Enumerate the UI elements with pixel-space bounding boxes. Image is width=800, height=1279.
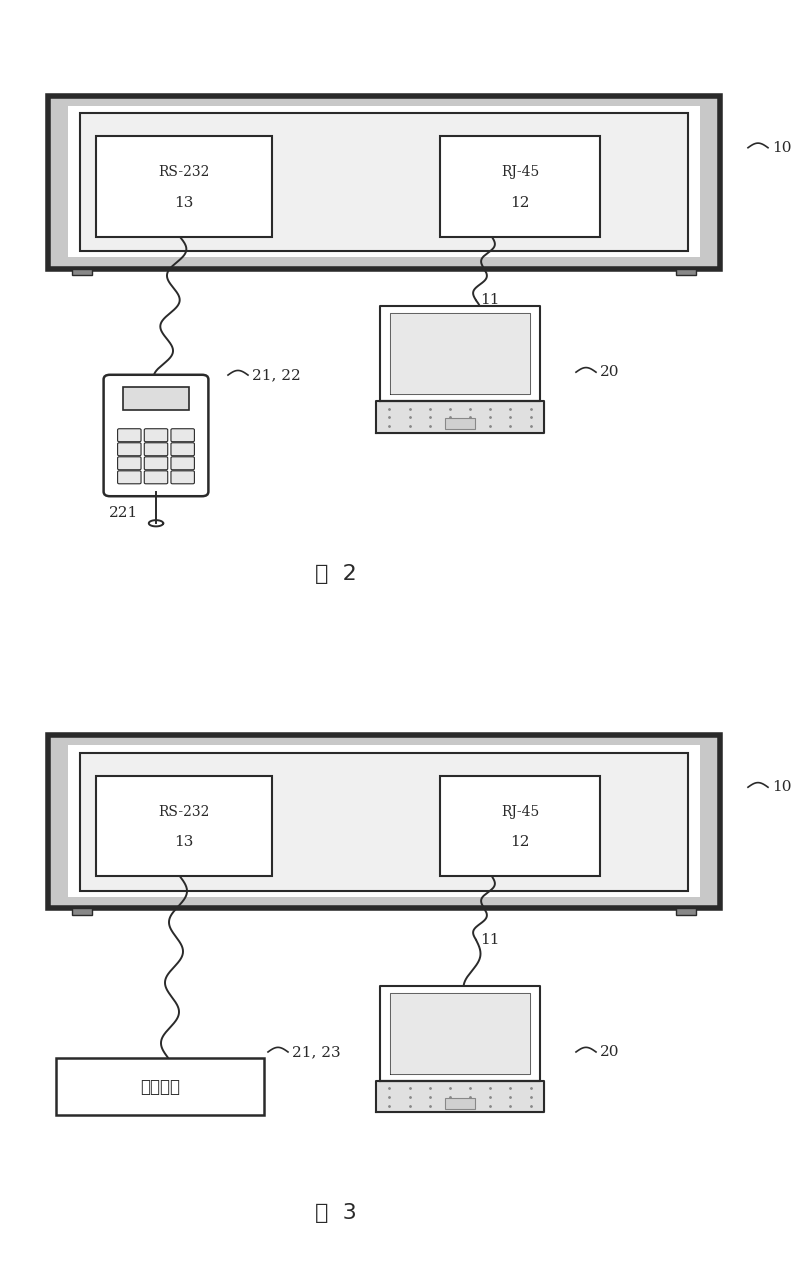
Text: 21, 23: 21, 23 (292, 1045, 341, 1059)
Text: RJ-45: RJ-45 (501, 804, 539, 819)
Bar (445, 418, 475, 428)
FancyBboxPatch shape (118, 457, 141, 469)
FancyBboxPatch shape (118, 443, 141, 455)
Polygon shape (390, 993, 530, 1074)
Text: 输出装置: 输出装置 (140, 1077, 180, 1096)
Bar (72, 908, 92, 914)
Bar (96, 137, 272, 237)
Text: 10: 10 (772, 141, 791, 155)
Text: RS-232: RS-232 (158, 804, 210, 819)
Bar (80, 113, 688, 251)
FancyBboxPatch shape (144, 443, 168, 455)
Polygon shape (376, 1081, 544, 1113)
Text: 图  2: 图 2 (315, 564, 357, 583)
Text: RS-232: RS-232 (158, 165, 210, 179)
Text: 20: 20 (600, 1045, 619, 1059)
FancyBboxPatch shape (144, 428, 168, 441)
Bar (445, 1097, 475, 1109)
Polygon shape (390, 313, 530, 394)
Bar (56, 1058, 264, 1115)
Bar (48, 735, 720, 908)
Bar (440, 137, 600, 237)
FancyBboxPatch shape (171, 443, 194, 455)
Bar (68, 746, 700, 897)
Text: 12: 12 (510, 835, 530, 849)
Text: 图  3: 图 3 (315, 1204, 357, 1223)
Text: 21, 22: 21, 22 (252, 368, 301, 382)
Bar (80, 752, 688, 890)
Bar (48, 96, 720, 269)
FancyBboxPatch shape (144, 457, 168, 469)
Bar (123, 388, 189, 409)
Text: 11: 11 (480, 932, 499, 946)
FancyBboxPatch shape (171, 471, 194, 483)
Text: 13: 13 (174, 835, 194, 849)
Text: 221: 221 (110, 506, 138, 521)
FancyBboxPatch shape (171, 457, 194, 469)
Polygon shape (380, 986, 540, 1081)
Bar (676, 908, 696, 914)
Text: 10: 10 (772, 780, 791, 794)
Polygon shape (376, 402, 544, 432)
Bar (440, 775, 600, 876)
Text: 13: 13 (174, 196, 194, 210)
Text: RJ-45: RJ-45 (501, 165, 539, 179)
Text: 20: 20 (600, 366, 619, 379)
FancyBboxPatch shape (118, 471, 141, 483)
FancyBboxPatch shape (171, 428, 194, 441)
Text: 11: 11 (480, 293, 499, 307)
Text: 12: 12 (510, 196, 530, 210)
Bar (676, 269, 696, 275)
Bar (68, 106, 700, 257)
Polygon shape (380, 306, 540, 402)
Bar (72, 269, 92, 275)
FancyBboxPatch shape (144, 471, 168, 483)
FancyBboxPatch shape (118, 428, 141, 441)
Bar (96, 775, 272, 876)
FancyBboxPatch shape (104, 375, 208, 496)
